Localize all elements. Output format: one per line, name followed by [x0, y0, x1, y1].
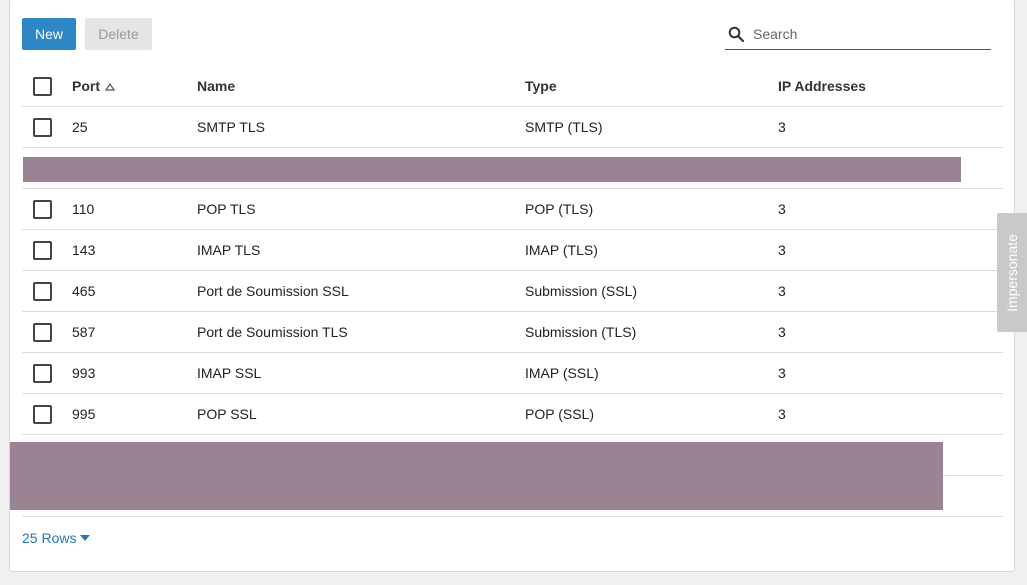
- search-icon: [728, 26, 744, 42]
- ports-table: Port Name Type IP Addresses 25 SMTP TLS …: [22, 65, 1003, 435]
- select-all-checkbox[interactable]: [33, 77, 52, 96]
- cell-name: IMAP SSL: [197, 365, 262, 381]
- toolbar: New Delete: [22, 18, 152, 50]
- row-checkbox[interactable]: [33, 323, 52, 342]
- table-row[interactable]: 110 POP TLS POP (TLS) 3: [22, 189, 1003, 230]
- cell-port: 110: [72, 201, 95, 217]
- table-row[interactable]: 465 Port de Soumission SSL Submission (S…: [22, 271, 1003, 312]
- table-row[interactable]: 587 Port de Soumission TLS Submission (T…: [22, 312, 1003, 353]
- cell-ip-addresses: 3: [778, 365, 786, 381]
- impersonate-tab[interactable]: Impersonate: [997, 213, 1027, 332]
- column-header-ip-addresses[interactable]: IP Addresses: [778, 78, 866, 94]
- cell-type: POP (TLS): [525, 201, 594, 217]
- redacted-row: [22, 148, 1003, 189]
- cell-type: POP (SSL): [525, 406, 594, 422]
- cell-ip-addresses: 3: [778, 324, 786, 340]
- cell-type: IMAP (SSL): [525, 365, 599, 381]
- cell-ip-addresses: 3: [778, 201, 786, 217]
- redaction-block: [10, 442, 943, 510]
- cell-port: 25: [72, 119, 88, 135]
- redaction-block: [23, 157, 961, 182]
- table-header: Port Name Type IP Addresses: [22, 65, 1003, 107]
- table-row[interactable]: 993 IMAP SSL IMAP (SSL) 3: [22, 353, 1003, 394]
- delete-button[interactable]: Delete: [85, 18, 152, 50]
- row-checkbox[interactable]: [33, 241, 52, 260]
- rows-per-page-selector[interactable]: 25 Rows: [22, 530, 91, 546]
- search-input[interactable]: [753, 22, 983, 46]
- row-checkbox[interactable]: [33, 282, 52, 301]
- table-row[interactable]: 25 SMTP TLS SMTP (TLS) 3: [22, 107, 1003, 148]
- cell-port: 143: [72, 242, 96, 258]
- row-checkbox[interactable]: [33, 405, 52, 424]
- row-checkbox[interactable]: [33, 200, 52, 219]
- cell-name: Port de Soumission SSL: [197, 283, 349, 299]
- cell-ip-addresses: 3: [778, 283, 786, 299]
- cell-type: Submission (TLS): [525, 324, 637, 340]
- cell-type: IMAP (TLS): [525, 242, 598, 258]
- rows-per-page-label: 25 Rows: [22, 530, 77, 546]
- column-header-port-label: Port: [72, 78, 100, 94]
- row-checkbox[interactable]: [33, 118, 52, 137]
- cell-port: 465: [72, 283, 96, 299]
- cell-name: SMTP TLS: [197, 119, 265, 135]
- table-row[interactable]: 143 IMAP TLS IMAP (TLS) 3: [22, 230, 1003, 271]
- caret-down-icon: [80, 535, 91, 541]
- column-header-port[interactable]: Port: [72, 65, 115, 107]
- column-header-type[interactable]: Type: [525, 78, 557, 94]
- cell-name: POP SSL: [197, 406, 257, 422]
- cell-ip-addresses: 3: [778, 242, 786, 258]
- cell-type: Submission (SSL): [525, 283, 638, 299]
- sort-ascending-icon: [105, 83, 115, 91]
- cell-port: 995: [72, 406, 96, 422]
- cell-name: POP TLS: [197, 201, 256, 217]
- cell-port: 587: [72, 324, 96, 340]
- cell-type: SMTP (TLS): [525, 119, 603, 135]
- impersonate-label: Impersonate: [1004, 233, 1020, 312]
- cell-name: Port de Soumission TLS: [197, 324, 348, 340]
- cell-name: IMAP TLS: [197, 242, 261, 258]
- table-row[interactable]: 995 POP SSL POP (SSL) 3: [22, 394, 1003, 435]
- cell-port: 993: [72, 365, 96, 381]
- new-button[interactable]: New: [22, 18, 76, 50]
- cell-ip-addresses: 3: [778, 119, 786, 135]
- row-divider: [22, 516, 1003, 517]
- column-header-name[interactable]: Name: [197, 78, 236, 94]
- search-box: [725, 18, 991, 50]
- row-checkbox[interactable]: [33, 364, 52, 383]
- cell-ip-addresses: 3: [778, 406, 786, 422]
